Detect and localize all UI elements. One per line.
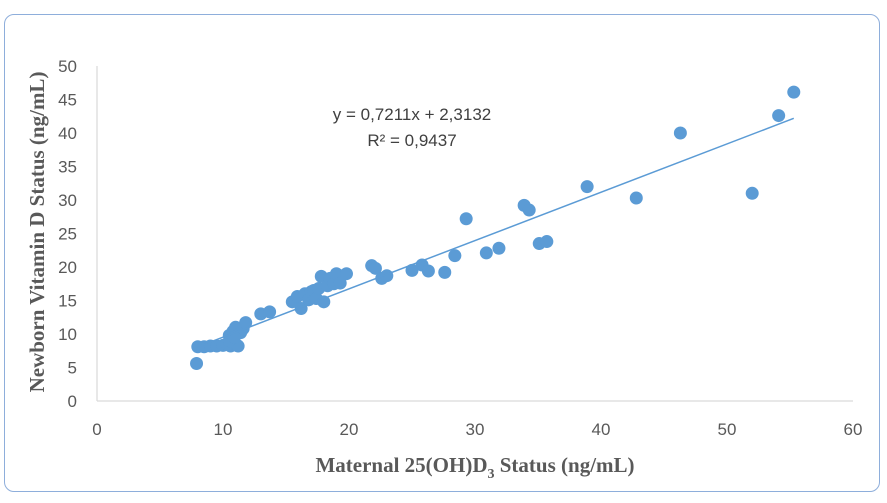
x-axis-title-main: Maternal 25(OH)D [315,453,487,477]
y-tick-label: 30 [58,191,77,210]
data-point [772,109,786,123]
x-tick-label: 30 [466,420,485,439]
data-point [239,316,253,330]
x-tick-label: 60 [844,420,863,439]
data-point [421,264,435,278]
x-axis-title: Maternal 25(OH)D3 Status (ng/mL) [315,453,634,482]
chart-frame [4,14,880,492]
y-tick-label: 5 [68,359,77,378]
data-point [405,263,419,277]
data-point [459,212,473,226]
y-tick-label: 45 [58,91,77,110]
x-axis-title-suffix: Status (ng/mL) [495,453,635,477]
data-point [629,191,643,205]
y-tick-label: 0 [68,392,77,411]
data-point [787,85,801,99]
y-tick-label: 20 [58,258,77,277]
x-tick-label: 10 [214,420,233,439]
data-points [190,85,801,370]
trendline-r-squared: R² = 0,9437 [367,131,456,150]
data-point [492,241,506,255]
x-axis-title-subscript: 3 [488,467,495,482]
y-tick-label: 50 [58,57,77,76]
data-point [448,249,462,263]
data-point [190,356,204,370]
trendline [197,117,795,348]
x-tick-labels: 0 10 20 30 40 50 60 [92,420,862,439]
y-axis-title: Newborn Vitamin D Status (ng/mL) [25,72,49,393]
x-tick-label: 0 [92,420,101,439]
data-point [673,126,687,140]
data-point [479,246,493,260]
data-point [368,261,382,275]
trendline-equation: y = 0,7211x + 2,3132 [333,105,491,124]
data-point [580,180,594,194]
y-tick-label: 15 [58,292,77,311]
data-point [745,186,759,200]
y-tick-label: 10 [58,325,77,344]
x-tick-label: 20 [340,420,359,439]
data-point [333,276,347,290]
x-tick-label: 50 [718,420,737,439]
data-point [522,203,536,217]
y-tick-label: 25 [58,225,77,244]
data-point [540,235,554,249]
data-point [438,265,452,279]
y-tick-labels: 0 5 10 15 20 25 30 35 40 45 50 [58,57,77,411]
data-point [339,267,353,281]
data-point [317,295,331,309]
y-tick-label: 35 [58,158,77,177]
x-tick-label: 40 [592,420,611,439]
data-point [263,305,277,319]
y-tick-label: 40 [58,124,77,143]
